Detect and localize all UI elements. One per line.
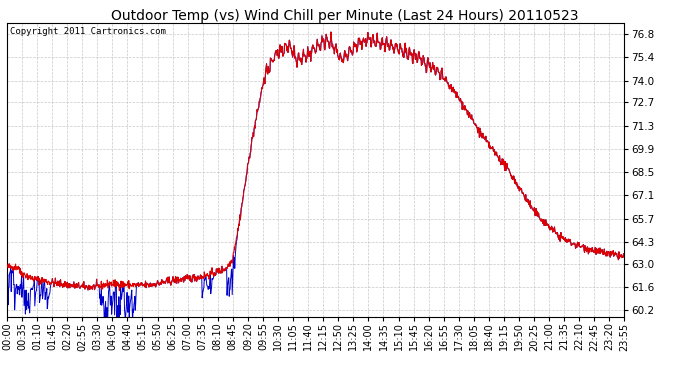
Text: Outdoor Temp (vs) Wind Chill per Minute (Last 24 Hours) 20110523: Outdoor Temp (vs) Wind Chill per Minute … [111, 9, 579, 23]
Text: Copyright 2011 Cartronics.com: Copyright 2011 Cartronics.com [10, 27, 166, 36]
